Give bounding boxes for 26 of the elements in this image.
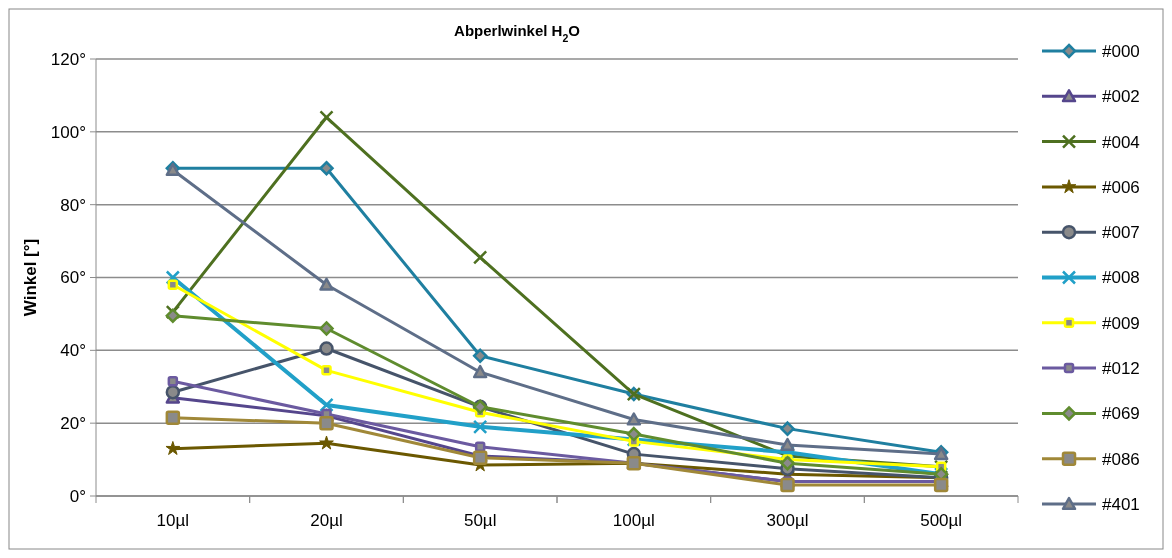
x-tick-label: 10µl bbox=[156, 511, 190, 530]
y-tick-label: 20° bbox=[60, 414, 86, 434]
x-tick-label: 300µl bbox=[766, 511, 809, 530]
legend-label: #002 bbox=[1102, 87, 1140, 107]
x-tick-label: 20µl bbox=[310, 511, 343, 530]
y-tick-label: 100° bbox=[50, 122, 86, 142]
legend-label: #086 bbox=[1102, 449, 1140, 469]
x-tick-label: 100µl bbox=[612, 511, 655, 530]
y-tick-label: 0° bbox=[69, 486, 86, 506]
legend-label: #006 bbox=[1102, 177, 1140, 197]
legend-label: #009 bbox=[1102, 313, 1140, 333]
legend-label: #004 bbox=[1102, 132, 1140, 152]
y-tick-label: 80° bbox=[60, 195, 86, 215]
chart-title: Abperlwinkel H$_{2}$O bbox=[454, 22, 581, 44]
legend-label: #069 bbox=[1102, 404, 1140, 424]
y-tick-label: 40° bbox=[60, 341, 86, 361]
x-tick-label: 500µl bbox=[920, 511, 963, 530]
y-axis-title: Winkel [°] bbox=[21, 238, 40, 317]
y-tick-label: 60° bbox=[60, 268, 86, 288]
y-tick-label: 120° bbox=[50, 49, 86, 69]
legend-label: #401 bbox=[1102, 494, 1140, 514]
legend-label: #008 bbox=[1102, 268, 1140, 288]
legend-label: #012 bbox=[1102, 359, 1140, 379]
x-tick-label: 50µl bbox=[463, 511, 497, 530]
legend-label: #007 bbox=[1102, 223, 1140, 243]
legend-label: #000 bbox=[1102, 41, 1140, 61]
